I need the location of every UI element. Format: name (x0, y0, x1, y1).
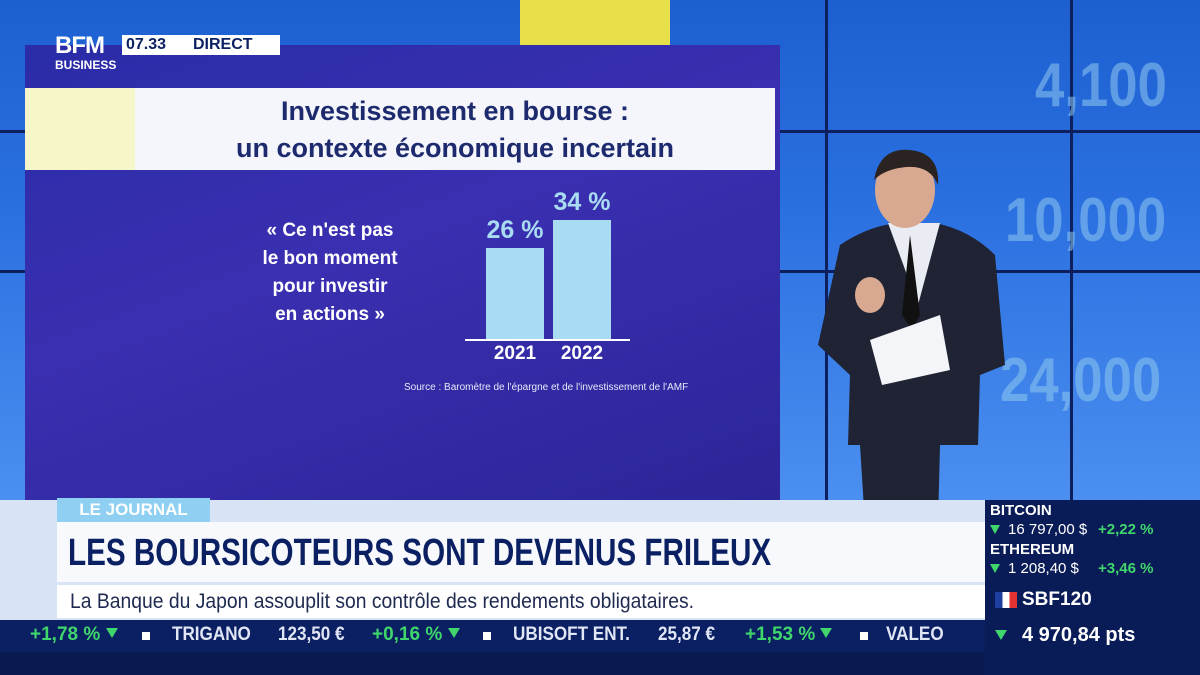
clock: 07.33 (126, 36, 167, 53)
subline-bar (57, 585, 985, 618)
value-label: 26 % (486, 216, 544, 244)
ticker-price: 123,50 € (278, 624, 345, 645)
wall-seam (825, 0, 828, 500)
wall-number: 4,100 (1035, 51, 1167, 120)
separator (860, 632, 868, 640)
logo-top: BFM (55, 32, 105, 59)
flag (995, 592, 1017, 608)
screen-accent (25, 88, 135, 170)
ticker-name: TRIGANO (172, 624, 251, 645)
headline-bar (57, 522, 985, 582)
ticker-price: 25,87 € (658, 624, 716, 645)
subline: La Banque du Japon assouplit son contrôl… (70, 590, 695, 613)
ticker-name: VALEO (886, 624, 944, 645)
bar (486, 248, 544, 339)
source: Source : Baromètre de l'épargne et de l'… (404, 382, 689, 393)
live-label: DIRECT (193, 36, 253, 53)
logo-bottom: BUSINESS (55, 58, 117, 72)
quote-line: en actions » (275, 304, 385, 325)
ticker-name: UBISOFT ENT. (513, 624, 630, 645)
up-arrow (448, 628, 460, 638)
tag: LE JOURNAL (57, 498, 210, 522)
separator (483, 632, 491, 640)
quote-line: pour investir (272, 276, 388, 297)
wall-seam (1070, 0, 1073, 500)
index-value: 4 970,84 pts (1022, 624, 1136, 646)
clock-box (122, 35, 280, 55)
logo: BFM BUSINESS (55, 34, 118, 74)
up-arrow (820, 628, 832, 638)
market-name: ETHEREUM (990, 541, 1075, 558)
market-change: +2,22 % (1098, 521, 1154, 538)
up-arrow (990, 525, 1000, 534)
screen-title: Investissement en bourse : (280, 96, 630, 126)
index-name: SBF120 (1022, 589, 1092, 610)
up-arrow (106, 628, 118, 638)
separator (142, 632, 150, 640)
wall-number: 10,000 (1005, 186, 1167, 255)
screen-title: un contexte économique incertain (235, 133, 675, 163)
headline: LES BOURSICOTEURS SONT DEVENUS FRILEUX (68, 532, 772, 574)
market-name: BITCOIN (990, 502, 1052, 519)
quote-line: le bon moment (262, 248, 398, 269)
market-price: 16 797,00 $ (1008, 521, 1088, 538)
up-arrow (995, 630, 1007, 640)
market-box (985, 500, 1200, 675)
ticker-footer (0, 652, 985, 675)
quote-line: « Ce n'est pas (266, 220, 394, 241)
wall-panel (520, 0, 670, 45)
bar (553, 220, 611, 339)
ticker-change: +1,78 % (30, 624, 101, 645)
up-arrow (990, 564, 1000, 573)
ticker-change: +0,16 % (372, 624, 443, 645)
market-price: 1 208,40 $ (1008, 560, 1079, 577)
ticker-change: +1,53 % (745, 624, 816, 645)
x-tick-label: 2021 (493, 343, 537, 364)
value-label: 34 % (553, 188, 611, 216)
wall-number: 24,000 (1000, 346, 1162, 415)
baseline (465, 339, 630, 341)
title-band (135, 88, 775, 170)
x-tick-label: 2022 (560, 343, 604, 364)
market-change: +3,46 % (1098, 560, 1154, 577)
presenter (818, 149, 1005, 525)
